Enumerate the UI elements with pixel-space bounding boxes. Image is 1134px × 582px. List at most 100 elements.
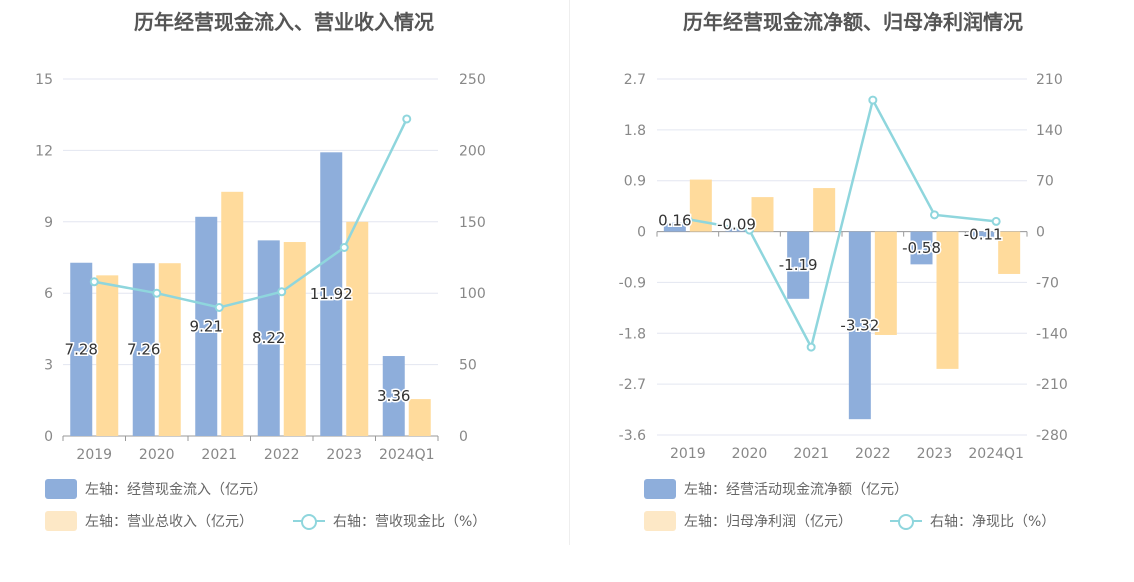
y-tick-label-left: 0 [637,225,646,241]
bar-secondary [874,231,897,335]
chart-title: 历年经营现金流入、营业收入情况 [134,10,434,34]
x-tick-label: 2020 [732,446,768,462]
data-label: 7.26 [127,341,160,359]
legend-swatch-orange [45,511,77,531]
bar-primary [663,222,686,232]
line-point [991,216,1001,226]
legend-label: 左轴：营业总收入（亿元） [85,514,253,530]
bar-primary [848,231,871,420]
bar-secondary [751,197,774,232]
y-tick-label-right: 50 [459,358,477,374]
line-point [402,114,412,124]
data-label: -3.32 [840,316,879,334]
legend-label: 左轴：归母净利润（亿元） [684,514,852,530]
bar-secondary [283,242,306,436]
line-point [89,277,99,287]
bar-primary [70,262,93,436]
x-tick-label: 2020 [139,447,175,463]
line-series [687,96,997,351]
x-tick-label: 2023 [326,447,362,463]
bar-primary [910,231,933,265]
bar-secondary [346,221,369,436]
chart-title: 历年经营现金流净额、归母净利润情况 [683,10,1023,34]
legend-label: 左轴：经营现金流入（亿元） [85,482,267,498]
x-tick-label: 2024Q1 [968,446,1024,462]
legend-swatch-blue [644,479,676,499]
y-tick-label-right: -70 [1036,275,1059,291]
line-point [277,287,287,297]
legend-item-net-ratio[interactable]: 右轴：净现比（%） [890,511,1055,531]
line-point [152,288,162,298]
y-tick-label-right: 100 [459,286,486,302]
legend-label: 左轴：经营活动现金流净额（亿元） [684,482,908,498]
data-label: -0.09 [717,215,756,233]
chart-panel-left: 历年经营现金流入、营业收入情况 0 0 3 50 6 100 9 150 12 200 15 250 2… [35,10,486,531]
data-label: 9.21 [190,317,223,335]
y-tick-label-left: 6 [44,286,53,302]
y-tick-label-right: 140 [1036,123,1063,139]
data-label: 0.16 [658,212,691,230]
data-label: 3.36 [377,387,410,405]
bar-primary [257,240,280,436]
y-tick-label-left: 12 [35,143,53,159]
y-tick-label-left: 0 [44,429,53,445]
data-label: -0.11 [964,226,1003,244]
y-tick-label-right: -280 [1036,428,1068,444]
y-tick-label-left: 0.9 [624,174,646,190]
bar-secondary [689,179,712,232]
y-tick-label-right: 0 [1036,225,1045,241]
line-series [94,118,408,309]
bar-secondary [158,263,181,436]
line-point [930,210,939,220]
panel-divider [569,0,570,545]
y-tick-label-right: 200 [459,143,486,159]
y-tick-label-left: 1.8 [624,123,646,139]
bar-primary [320,152,343,436]
bar-secondary [936,231,959,369]
line-point [806,342,816,352]
y-tick-label-right: 210 [1036,72,1063,88]
y-tick-label-left: -2.7 [619,377,646,393]
data-label: -1.19 [779,256,818,274]
bar-primary [787,231,810,299]
x-tick-label: 2019 [670,446,706,462]
bar-primary [382,356,405,436]
chart-plot-area: 0 0 3 50 6 100 9 150 12 200 15 250 2019 2020 2021 2022 2… [35,72,486,463]
chart-plot-area: -3.6 -280 -2.7 -210 -1.8 -140 -0.9 -70 0 0 0.9 70 1.… [619,72,1068,462]
x-tick-label: 2021 [201,447,237,463]
bar-primary [972,231,995,238]
legend-item-net-cashflow[interactable]: 左轴：经营活动现金流净额（亿元） [644,479,908,499]
legend-item-revenue[interactable]: 左轴：营业总收入（亿元） [45,511,253,531]
x-tick-label: 2021 [793,446,829,462]
legend-item-cash-inflow[interactable]: 左轴：经营现金流入（亿元） [45,479,267,499]
legend-swatch-orange [644,511,676,531]
x-tick-label: 2022 [855,446,891,462]
legend-item-net-profit[interactable]: 左轴：归母净利润（亿元） [644,511,852,531]
y-tick-label-right: 150 [459,215,486,231]
line-point [214,302,224,312]
legend-line-icon [293,511,325,531]
y-tick-label-left: 2.7 [624,72,646,88]
y-tick-label-left: -1.8 [619,326,646,342]
y-tick-label-right: 70 [1036,174,1054,190]
data-label: 8.22 [252,329,285,347]
y-tick-label-right: 0 [459,429,468,445]
bar-secondary [998,231,1021,274]
x-tick-label: 2019 [76,447,112,463]
legend-swatch-blue [45,479,77,499]
y-tick-label-right: -140 [1036,326,1068,342]
line-point [339,243,349,253]
line-point [683,214,693,224]
x-tick-label: 2023 [917,446,953,462]
y-tick-label-left: 3 [44,358,53,374]
bar-primary [195,216,218,436]
x-tick-label: 2024Q1 [379,447,435,463]
y-tick-label-right: -210 [1036,377,1068,393]
bar-primary [132,263,155,436]
y-tick-label-left: -0.9 [619,275,646,291]
line-point [868,95,878,105]
bar-secondary [408,399,431,436]
legend-item-ratio[interactable]: 右轴：营收现金比（%） [293,511,486,531]
legend-line-icon [890,511,922,531]
data-label: 7.28 [65,340,98,358]
